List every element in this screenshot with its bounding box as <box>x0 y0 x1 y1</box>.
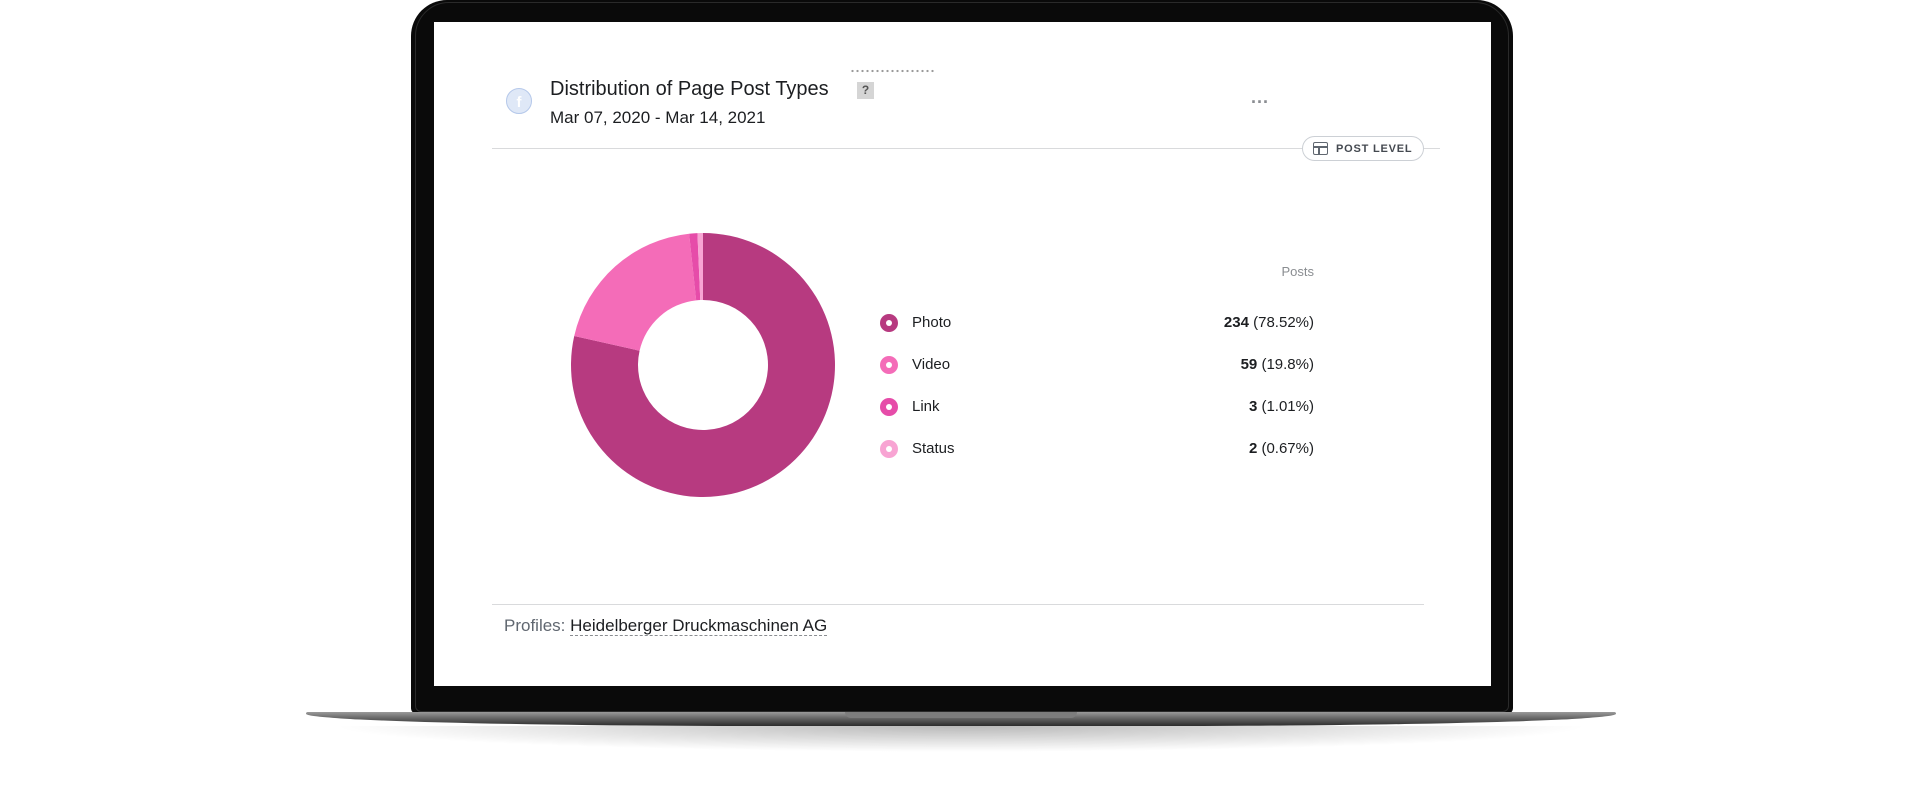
legend-percent-video: 19.8% <box>1266 356 1309 373</box>
legend-count-photo: 234 <box>1223 314 1249 331</box>
footer-profile-link[interactable]: Heidelberger Druckmaschinen AG <box>570 616 828 636</box>
legend-value-link: 3 (1.01%) <box>1248 398 1314 415</box>
facebook-profile-icon: f <box>506 88 532 114</box>
legend-value-status: 2 (0.67%) <box>1248 440 1314 457</box>
legend-value-photo: 234 (78.52%) <box>1223 314 1314 331</box>
laptop-screen: f Distribution of Page Post Types ? Mar … <box>434 22 1491 686</box>
legend-percent-link: 1.01% <box>1266 398 1309 415</box>
legend-label-link: Link <box>912 398 940 415</box>
legend-dot-video <box>880 356 898 374</box>
footer-prefix: Profiles: <box>504 616 566 635</box>
donut-chart <box>571 233 835 497</box>
legend-dot-status <box>880 440 898 458</box>
legend-item-link[interactable]: Link 3 (1.01%) <box>880 396 1314 418</box>
legend-percent-status: 0.67% <box>1266 440 1309 457</box>
laptop-base <box>306 712 1616 726</box>
legend-count-link: 3 <box>1248 398 1258 415</box>
legend-item-video[interactable]: Video 59 (19.8%) <box>880 354 1314 376</box>
legend-item-status[interactable]: Status 2 (0.67%) <box>880 438 1314 460</box>
date-range: Mar 07, 2020 - Mar 14, 2021 <box>550 108 766 127</box>
footer-divider <box>492 604 1424 605</box>
legend-count-status: 2 <box>1248 440 1258 457</box>
legend-dot-photo <box>880 314 898 332</box>
chart-title: Distribution of Page Post Types <box>550 78 829 100</box>
legend-label-photo: Photo <box>912 314 952 331</box>
donut-slice-video[interactable] <box>574 233 697 351</box>
post-level-icon <box>1313 142 1328 155</box>
legend-label-video: Video <box>912 356 951 373</box>
legend-count-video: 59 <box>1240 356 1258 373</box>
donut-slice-link[interactable] <box>689 233 701 301</box>
post-level-badge[interactable]: POST LEVEL <box>1302 136 1424 161</box>
legend-item-photo[interactable]: Photo 234 (78.52%) <box>880 312 1314 334</box>
more-options-button[interactable]: ... <box>1250 87 1269 107</box>
legend-dot-link <box>880 398 898 416</box>
legend-label-status: Status <box>912 440 955 457</box>
donut-slice-photo[interactable] <box>571 233 835 497</box>
help-icon[interactable]: ? <box>857 82 874 99</box>
laptop-notch <box>845 712 1077 718</box>
header-divider <box>492 148 1440 149</box>
post-level-label: POST LEVEL <box>1336 142 1413 155</box>
drag-handle[interactable] <box>850 69 934 73</box>
legend-percent-photo: 78.52% <box>1258 314 1309 331</box>
profiles-footer: Profiles: Heidelberger Druckmaschinen AG <box>504 616 828 636</box>
laptop-shadow <box>330 726 1592 752</box>
legend-value-header: Posts <box>1281 264 1314 279</box>
legend-value-video: 59 (19.8%) <box>1240 356 1314 373</box>
donut-slice-status[interactable] <box>697 233 703 301</box>
